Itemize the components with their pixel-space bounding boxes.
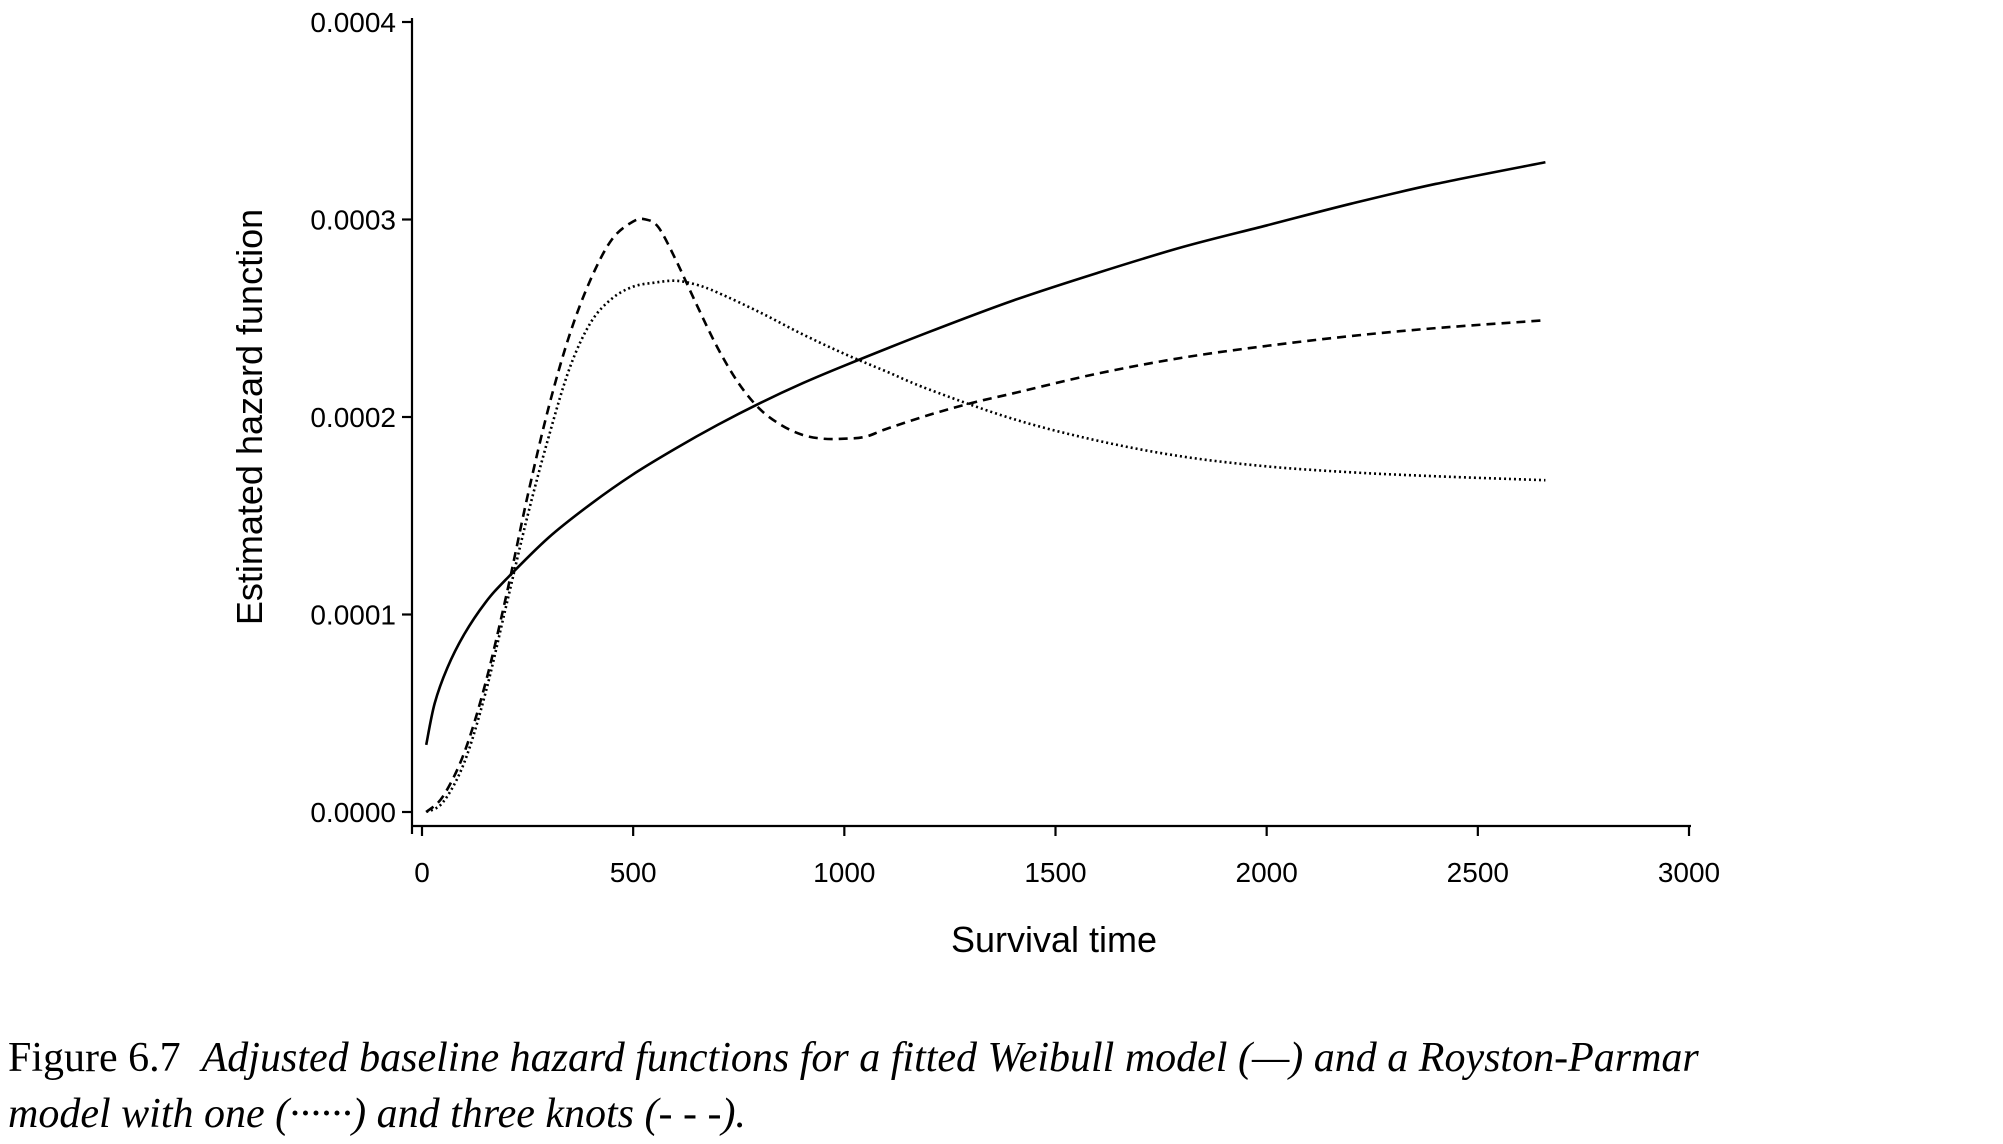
x-tick-label: 3000	[1658, 857, 1720, 888]
series-line-solid	[424, 160, 1546, 746]
series-line-dashed	[425, 217, 1546, 814]
y-ticks: 0.0000 0.0001 0.0002 0.0003 0.0004	[310, 7, 412, 828]
y-axis-title: Estimated hazard function	[229, 209, 270, 625]
y-tick-label: 0.0001	[310, 600, 396, 631]
y-tick-label: 0.0002	[310, 402, 396, 433]
figure-caption: Figure 6.7 Adjusted baseline hazard func…	[8, 1030, 1998, 1142]
series-group	[424, 160, 1546, 814]
y-tick-label: 0.0004	[310, 7, 396, 38]
x-tick-label: 2000	[1236, 857, 1298, 888]
caption-text-1: Adjusted baseline hazard functions for a…	[201, 1035, 1699, 1081]
x-tick-label: 0	[414, 857, 430, 888]
y-tick-label: 0.0000	[310, 797, 396, 828]
y-tick-label: 0.0003	[310, 205, 396, 236]
x-tick-label: 500	[610, 857, 657, 888]
x-tick-label: 1000	[813, 857, 875, 888]
x-tick-label: 2500	[1447, 857, 1509, 888]
caption-line-1: Figure 6.7 Adjusted baseline hazard func…	[8, 1030, 1998, 1086]
series-line-dotted	[425, 279, 1546, 814]
x-ticks: 0 500 1000 1500 2000 2500 3000	[414, 826, 1720, 888]
axes	[410, 18, 1691, 834]
caption-line-2: model with one (······) and three knots …	[8, 1091, 746, 1137]
x-axis-title: Survival time	[951, 919, 1157, 960]
figure-number: Figure 6.7	[8, 1035, 181, 1081]
x-tick-label: 1500	[1024, 857, 1086, 888]
